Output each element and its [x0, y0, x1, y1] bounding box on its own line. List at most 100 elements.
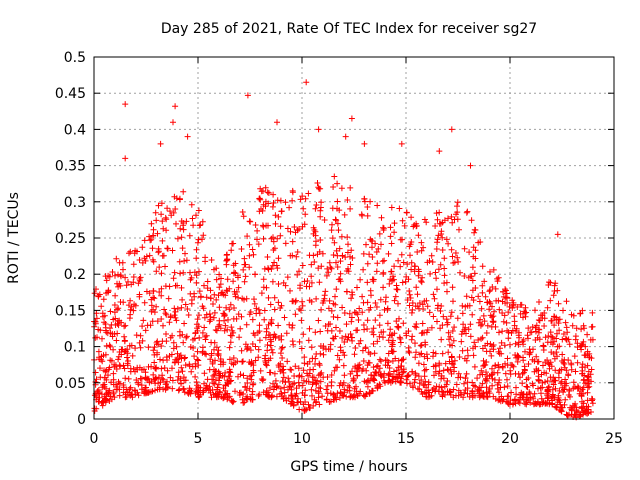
- data-point: [321, 217, 328, 223]
- data-point: [215, 292, 222, 299]
- data-point: [231, 305, 237, 311]
- data-point: [177, 225, 184, 232]
- data-point: [145, 344, 152, 351]
- data-point: [184, 133, 191, 140]
- data-point: [415, 266, 422, 273]
- data-point: [509, 305, 516, 311]
- data-point: [242, 383, 249, 390]
- data-point: [514, 353, 521, 360]
- data-point: [299, 302, 306, 309]
- data-point: [574, 359, 581, 366]
- data-point: [99, 391, 105, 398]
- data-point: [541, 323, 548, 329]
- data-point: [207, 295, 214, 302]
- data-point: [226, 344, 233, 351]
- data-point: [252, 357, 259, 364]
- data-point: [150, 371, 157, 378]
- data-point: [281, 389, 288, 396]
- data-point: [305, 378, 312, 385]
- data-point: [535, 367, 542, 374]
- data-point: [170, 339, 177, 346]
- data-point: [360, 358, 367, 364]
- data-point: [404, 297, 411, 303]
- data-point: [181, 258, 188, 264]
- data-point: [418, 377, 425, 383]
- data-point: [404, 380, 410, 387]
- data-point: [158, 270, 165, 277]
- data-point: [348, 115, 355, 122]
- data-point: [391, 229, 398, 236]
- data-point: [255, 346, 262, 353]
- data-point: [395, 364, 402, 371]
- data-point: [277, 232, 284, 239]
- data-point: [217, 356, 224, 362]
- data-point: [441, 255, 448, 262]
- data-point: [331, 367, 338, 374]
- data-point: [148, 236, 155, 243]
- data-point: [145, 375, 152, 382]
- data-point: [284, 225, 291, 232]
- data-point: [159, 372, 166, 379]
- data-point: [319, 300, 326, 306]
- data-point: [455, 370, 462, 377]
- data-point: [376, 322, 383, 329]
- data-point: [263, 325, 270, 332]
- data-point: [413, 349, 419, 356]
- data-point: [135, 280, 142, 287]
- data-point: [432, 223, 439, 229]
- data-point: [153, 217, 160, 224]
- data-point: [504, 355, 511, 362]
- data-point: [173, 357, 180, 363]
- data-point: [221, 312, 228, 319]
- data-point: [234, 358, 241, 365]
- data-point: [320, 343, 327, 350]
- data-point: [203, 311, 210, 318]
- data-point: [280, 363, 287, 370]
- data-point: [448, 126, 455, 133]
- data-point: [274, 235, 281, 242]
- data-point: [122, 322, 129, 329]
- data-point: [270, 200, 277, 206]
- data-point: [504, 383, 511, 390]
- data-point: [252, 222, 259, 228]
- data-point: [330, 252, 337, 258]
- data-point: [546, 279, 552, 286]
- data-point: [285, 375, 292, 382]
- data-point: [239, 209, 246, 215]
- data-point: [158, 316, 165, 322]
- data-point: [331, 239, 338, 246]
- data-point: [308, 261, 315, 268]
- data-point: [409, 368, 416, 375]
- data-point: [149, 318, 156, 325]
- data-point: [269, 262, 276, 269]
- data-point: [100, 352, 107, 359]
- data-point: [461, 355, 468, 362]
- data-point: [555, 316, 562, 323]
- data-point: [422, 378, 429, 385]
- data-point: [95, 348, 102, 355]
- data-point: [228, 332, 235, 339]
- data-point: [370, 375, 376, 382]
- data-point: [551, 288, 558, 294]
- data-point: [235, 311, 242, 318]
- data-point: [260, 235, 267, 242]
- data-point: [388, 277, 395, 284]
- data-point: [379, 258, 386, 265]
- data-point: [469, 287, 476, 294]
- data-point: [172, 206, 179, 212]
- data-point: [454, 315, 461, 322]
- data-point: [467, 333, 474, 340]
- data-point: [555, 374, 562, 381]
- data-point: [492, 363, 499, 369]
- x-tick-label: 0: [90, 431, 99, 447]
- data-point: [192, 373, 199, 380]
- data-point: [570, 379, 577, 386]
- data-point: [505, 335, 512, 342]
- data-point: [333, 217, 340, 224]
- data-point: [579, 398, 585, 405]
- data-point: [536, 336, 543, 343]
- data-point: [244, 92, 251, 99]
- data-point: [392, 378, 399, 385]
- data-point: [361, 196, 368, 202]
- data-point: [380, 227, 387, 233]
